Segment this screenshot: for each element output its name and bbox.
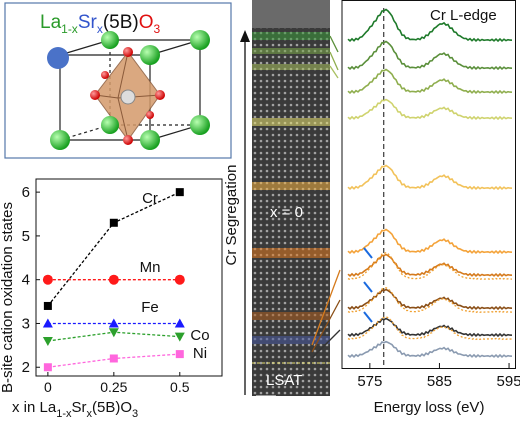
marker [174, 332, 185, 342]
y-tick-label: 6 [22, 184, 30, 201]
arrow-label: Cr Segregation [223, 165, 240, 266]
series-label: Fe [141, 299, 159, 316]
x-tick-label: 575 [357, 373, 382, 390]
series-label: Ni [193, 345, 207, 362]
x-tick-label: 0.25 [100, 379, 127, 395]
marker [109, 354, 118, 363]
spectrum-trace [347, 340, 513, 359]
marker [43, 301, 52, 310]
y-tick-label: 4 [22, 272, 30, 289]
plot-frame [35, 178, 223, 377]
marker [174, 318, 185, 328]
series-label: Mn [140, 259, 161, 276]
arrow [363, 281, 373, 293]
plot-frame [341, 0, 516, 369]
x-axis-label-part: 3 [132, 408, 138, 417]
spectrum-trace [347, 8, 513, 43]
marker [42, 336, 53, 346]
spectrum-reference [347, 315, 513, 341]
x-axis-label-part: Sr [71, 399, 86, 416]
y-tick-label: 2 [22, 359, 30, 376]
arrow [363, 311, 373, 323]
marker [43, 363, 52, 372]
marker [42, 318, 53, 328]
arrow [363, 247, 373, 259]
formula: La1-xSrx(5B)O3 [40, 12, 161, 36]
marker [175, 188, 184, 197]
substrate-label: LSAT [266, 372, 302, 389]
x-axis-label-part: x [86, 408, 92, 417]
x-tick-label: 585 [427, 373, 452, 390]
marker [108, 328, 119, 338]
x-tick-label: 0.5 [170, 379, 190, 395]
x-axis-label: Energy loss (eV) [374, 399, 485, 416]
connector [311, 269, 341, 346]
series-label: Co [190, 327, 209, 344]
spectrum-trace [347, 68, 513, 95]
spectrum-trace [347, 253, 513, 278]
structure-panel: La1-xSrx(5B)O3 [4, 2, 232, 159]
connector [311, 299, 341, 353]
spectrum-reference [347, 286, 513, 314]
x-axis-label-part: x in La [12, 399, 57, 416]
y-tick-label: 5 [22, 228, 30, 245]
connector [311, 329, 341, 359]
scale-label: 1 nm [252, 396, 281, 411]
region-label: x = 0 [270, 204, 303, 221]
x-axis-label: x in La1-xSrx(5B)O3 [12, 399, 138, 417]
marker [109, 218, 118, 227]
chart-title: Cr L-edge [430, 7, 497, 24]
marker [175, 350, 184, 359]
spectrum-reference [347, 251, 513, 281]
connector [329, 51, 339, 71]
connector [329, 35, 339, 53]
spectrum-trace [347, 40, 513, 71]
spectrum-trace [347, 228, 513, 255]
series-label: Cr [142, 190, 158, 207]
y-tick-label: 3 [22, 315, 30, 332]
x-tick-label: 595 [497, 373, 520, 390]
spectrum-trace [347, 164, 513, 191]
x-axis-label-part: (5B)O [92, 399, 132, 416]
x-tick-label: 0 [44, 379, 52, 395]
marker [108, 318, 119, 328]
y-axis-label: B-site cation oxidation states [0, 202, 16, 393]
spectrum-trace [347, 98, 513, 121]
series-line [47, 191, 181, 307]
marker [174, 274, 185, 285]
connector [329, 65, 339, 79]
marker [42, 274, 53, 285]
x-axis-label-part: 1-x [56, 408, 72, 417]
spectrum-trace [347, 288, 513, 311]
marker [108, 274, 119, 285]
